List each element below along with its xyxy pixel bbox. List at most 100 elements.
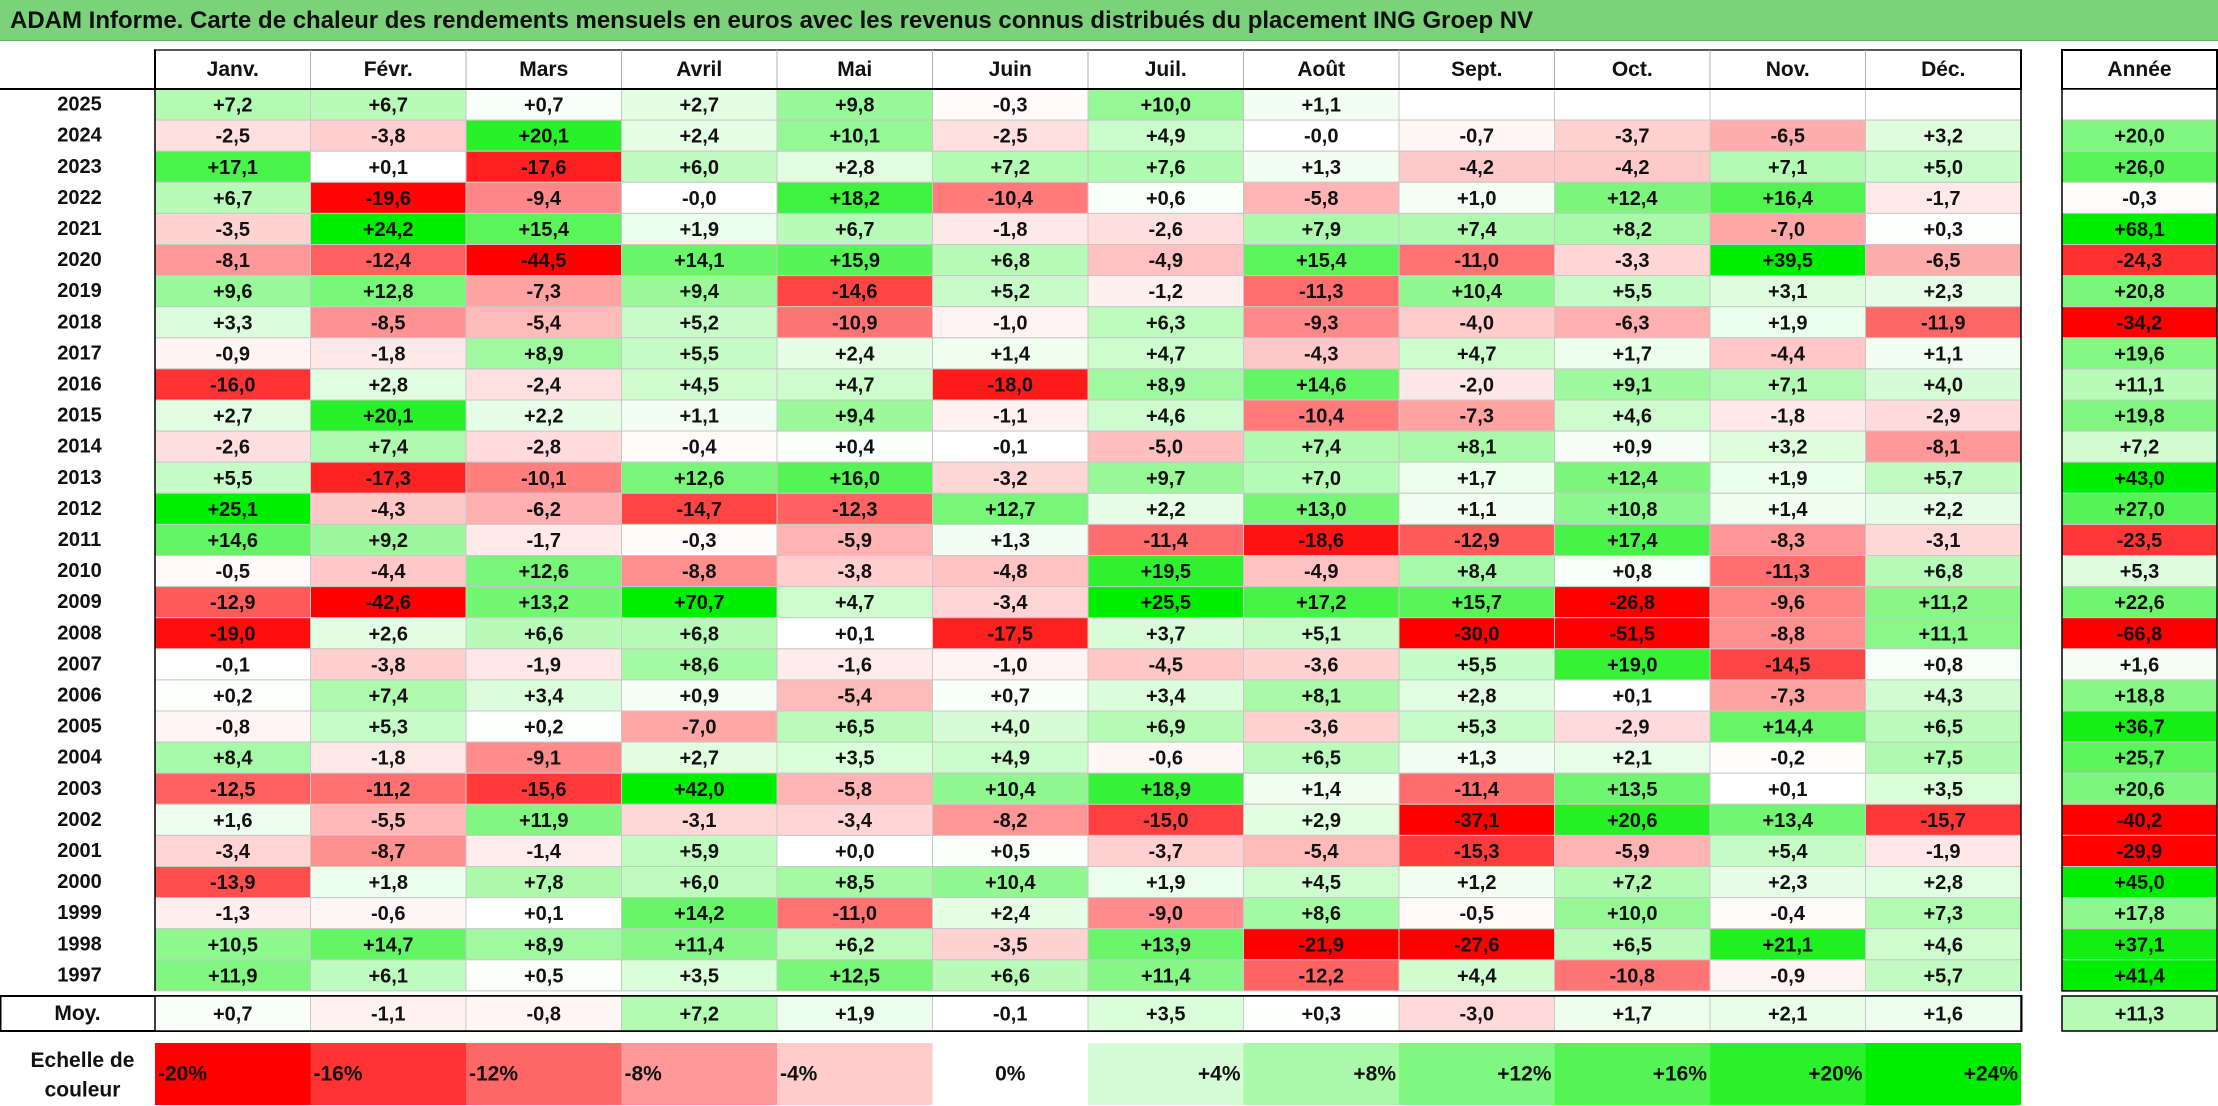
- year-label: 2006: [57, 684, 102, 706]
- cell-value-label: +17,2: [1296, 592, 1347, 614]
- cell-value-label: +5,4: [1768, 841, 1808, 863]
- cell-value-label: +15,4: [518, 219, 569, 241]
- average-value-label: -0,1: [993, 1004, 1027, 1026]
- annual-cell: [2061, 803, 2218, 836]
- heatmap-cell: [310, 306, 467, 339]
- heatmap-cell: [154, 119, 311, 152]
- heatmap-cell: [1087, 492, 1244, 525]
- cell-value-label: -3,4: [838, 810, 873, 832]
- annual-value-label: -24,3: [2117, 250, 2163, 272]
- cell-value-label: +19,5: [1140, 561, 1191, 583]
- heatmap-cell: [465, 181, 622, 214]
- cell-value-label: +1,8: [369, 872, 408, 894]
- heatmap-cell: [1865, 555, 2022, 588]
- heatmap-cell: [1709, 306, 1866, 339]
- cell-value-label: -27,6: [1454, 934, 1500, 956]
- cell-value-label: -12,9: [1454, 530, 1500, 552]
- heatmap-cell: [1398, 897, 1555, 930]
- cell-value-label: +3,2: [1768, 437, 1807, 459]
- year-label: 2004: [57, 747, 102, 769]
- cell-value-label: -5,4: [838, 685, 873, 707]
- month-header-label: Févr.: [364, 58, 413, 81]
- heatmap-cell: [310, 586, 467, 619]
- average-value-label: -1,1: [371, 1004, 405, 1026]
- heatmap-cell: [621, 897, 778, 930]
- cell-value-label: +0,7: [524, 95, 563, 117]
- cell-value-label: +39,5: [1762, 250, 1813, 272]
- cell-value-label: -13,9: [210, 872, 256, 894]
- cell-value-label: +8,5: [835, 872, 874, 894]
- cell-value-label: +3,7: [1146, 623, 1185, 645]
- year-label: 2009: [57, 591, 102, 613]
- average-cells-border: [154, 995, 2022, 1032]
- heatmap-cell: [154, 679, 311, 712]
- cell-value-label: -3,8: [371, 126, 405, 148]
- month-header-label: Mars: [519, 58, 568, 81]
- heatmap-cell: [1087, 275, 1244, 308]
- cell-value-label: -5,4: [527, 312, 562, 334]
- heatmap-cell: [1709, 275, 1866, 308]
- average-cell: [1709, 995, 1866, 1032]
- cell-value-label: +10,1: [829, 126, 880, 148]
- heatmap-cell: [621, 710, 778, 743]
- average-annual-cell: [2061, 995, 2218, 1032]
- heatmap-cell: [1087, 679, 1244, 712]
- cell-value-label: +7,5: [1924, 748, 1963, 770]
- scale-label-line2: couleur: [45, 1079, 121, 1102]
- annual-column-border: [2061, 88, 2218, 992]
- heatmap-cell: [621, 430, 778, 463]
- cell-value-label: +5,5: [1613, 281, 1652, 303]
- heatmap-cell: [1709, 586, 1866, 619]
- heatmap-cell: [154, 959, 311, 992]
- heatmap-cell: [1709, 88, 1866, 121]
- scale-step-label: +24%: [1964, 1063, 2019, 1086]
- annual-cell: [2061, 399, 2218, 432]
- cell-value-label: +5,5: [213, 468, 252, 490]
- heatmap-cell: [776, 212, 933, 245]
- heatmap-cell: [776, 492, 933, 525]
- heatmap-cell: [1865, 928, 2022, 961]
- cell-value-label: +9,8: [835, 95, 874, 117]
- heatmap-cell: [1087, 461, 1244, 494]
- heatmap-cell: [1398, 88, 1555, 121]
- heatmap-cell: [310, 275, 467, 308]
- cell-value-label: -44,5: [521, 250, 567, 272]
- cell-value-label: +10,0: [1140, 95, 1191, 117]
- heatmap-cell: [465, 306, 622, 339]
- cell-value-label: -5,5: [371, 810, 405, 832]
- cell-value-label: +1,2: [1457, 872, 1496, 894]
- cell-value-label: +4,3: [1924, 685, 1963, 707]
- scale-step-label: +8%: [1353, 1063, 1396, 1086]
- cell-value-label: +0,0: [835, 841, 874, 863]
- cell-value-label: +1,3: [1457, 748, 1496, 770]
- heatmap-cell: [1865, 803, 2022, 836]
- cell-value-label: -7,0: [1771, 219, 1805, 241]
- average-value-label: +1,7: [1613, 1004, 1652, 1026]
- heatmap-cell: [1709, 212, 1866, 245]
- cell-value-label: +13,0: [1296, 499, 1347, 521]
- cell-value-label: +1,4: [1768, 499, 1808, 521]
- heatmap-cell: [1398, 741, 1555, 774]
- annual-cell: [2061, 866, 2218, 899]
- cell-value-label: -15,7: [1920, 810, 1966, 832]
- heatmap-cell: [1243, 710, 1400, 743]
- cell-value-label: +3,4: [524, 685, 564, 707]
- cell-value-label: -4,4: [371, 561, 406, 583]
- cell-value-label: +14,4: [1762, 717, 1813, 739]
- heatmap-cell: [1398, 181, 1555, 214]
- annual-cell: [2061, 710, 2218, 743]
- month-header-label: Nov.: [1766, 58, 1810, 81]
- cell-value-label: -37,1: [1454, 810, 1500, 832]
- heatmap-cell: [1243, 306, 1400, 339]
- heatmap-cell: [932, 679, 1089, 712]
- cell-value-label: -1,8: [371, 343, 405, 365]
- scale-swatch: [1088, 1043, 1244, 1105]
- cell-value-label: +2,1: [1613, 748, 1652, 770]
- cell-value-label: +11,2: [1918, 592, 1968, 614]
- cell-value-label: -3,1: [1926, 530, 1960, 552]
- heatmap-cell: [621, 523, 778, 557]
- year-label: 2018: [57, 311, 102, 333]
- cell-value-label: +6,0: [680, 872, 719, 894]
- scale-label-line1: Echelle de: [31, 1049, 135, 1072]
- cell-value-label: +5,9: [680, 841, 719, 863]
